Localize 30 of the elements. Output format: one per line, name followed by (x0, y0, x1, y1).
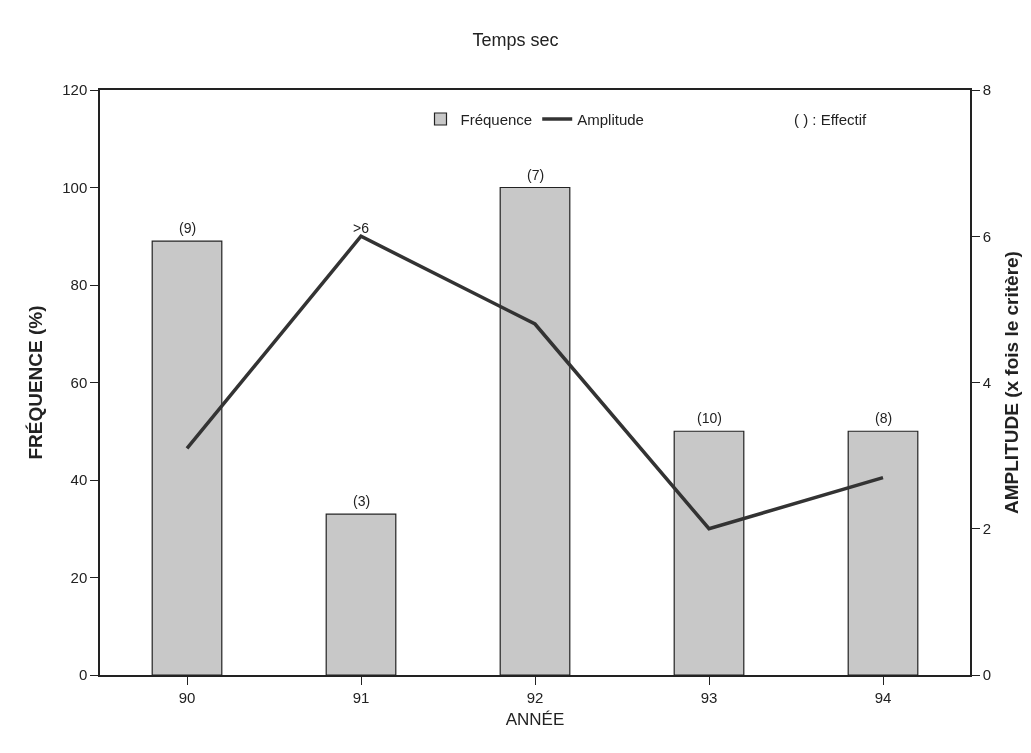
x-tick-label: 90 (178, 688, 196, 706)
y-tick-label: 80 (70, 276, 88, 294)
x-tick-label: 94 (874, 688, 892, 706)
x-tick-label: 93 (700, 688, 718, 706)
y2-tick-label: 6 (982, 227, 992, 245)
y-tick-label: 40 (70, 471, 88, 489)
annotation: (10) (697, 410, 722, 426)
annotation: (8) (875, 410, 893, 426)
y2-tick-label: 0 (982, 666, 992, 684)
y2-tick-label: 4 (982, 373, 992, 391)
annotation: (3) (353, 493, 371, 509)
annotation: (9) (179, 220, 197, 236)
y-tick-label: 120 (62, 81, 88, 99)
annotation: (7) (527, 167, 545, 183)
x-tick-label: 91 (352, 688, 370, 706)
y-axis-title: FRÉQUENCE (%) (24, 305, 46, 460)
annotation: ( ) : Effectif (794, 111, 868, 128)
y-tick-label: 100 (62, 178, 88, 196)
y2-tick-label: 8 (982, 81, 992, 99)
x-tick-label: 92 (526, 688, 544, 706)
y-tick-label: 20 (70, 568, 88, 586)
y2-tick-label: 2 (982, 520, 992, 537)
y-tick-label: 0 (78, 666, 88, 684)
legend-label: Fréquence (460, 110, 533, 128)
data-label: >6 (353, 219, 370, 236)
legend-label: Amplitude (577, 110, 644, 128)
chart-title: Temps sec (472, 30, 559, 51)
y2-axis-title: AMPLITUDE (x fois le critère) (1001, 251, 1023, 514)
x-axis-title: ANNÉE (505, 709, 565, 729)
y-tick-label: 60 (70, 373, 88, 391)
